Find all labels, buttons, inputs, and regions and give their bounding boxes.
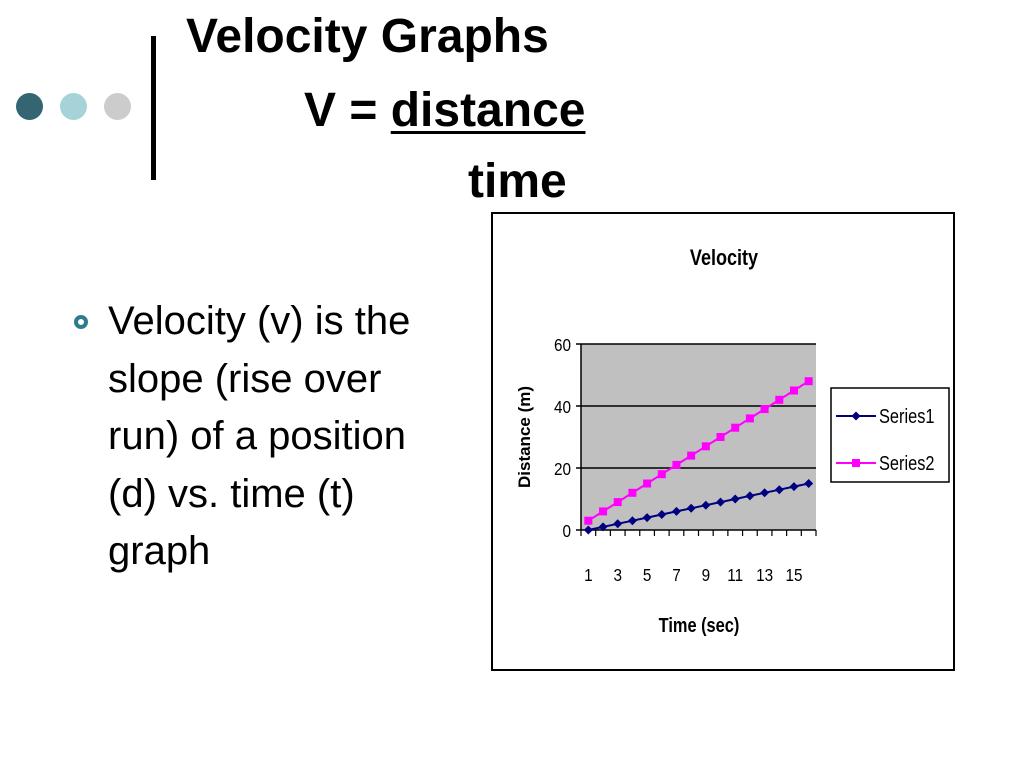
x-tick-label: 11 [727,565,743,585]
formula-line: V = distance [304,87,585,135]
data-point-series1 [686,503,696,513]
data-point-series2 [599,507,608,516]
data-point-series2 [613,498,622,507]
x-tick-label: 15 [785,565,802,585]
data-point-series2 [672,460,681,469]
data-point-series2 [701,442,710,451]
data-point-series1 [789,482,799,492]
data-point-series2 [657,470,666,479]
data-point-series2 [643,479,652,488]
data-point-series2 [628,488,637,497]
data-point-series1 [760,488,770,498]
slide-title: Velocity Graphs [186,10,549,63]
formula-lhs: V = [304,84,391,137]
legend: Series1 Series2 [830,387,950,483]
legend-marker-series2 [852,459,860,467]
y-tick-label: 60 [554,335,571,355]
data-point-series1 [716,497,726,507]
y-tick-label: 0 [562,521,571,541]
formula-denominator: time [468,155,567,208]
data-point-series1 [745,491,755,501]
x-tick-label: 5 [643,565,652,585]
data-point-series1 [804,479,814,488]
legend-label: Series1 [879,404,935,427]
data-point-series2 [745,414,754,423]
x-tick-label: 9 [702,565,711,585]
x-tick-label: 3 [613,565,622,585]
data-point-series1 [613,519,623,529]
data-point-series2 [716,433,725,441]
decorative-dot-dark [16,93,43,120]
y-tick-label: 20 [554,459,571,479]
title-accent-bar [151,36,156,180]
y-tick-label: 40 [554,397,571,417]
data-point-series2 [760,405,769,414]
data-point-series2 [687,451,696,460]
series-line-series1 [588,482,809,531]
chart-title: Velocity [690,246,759,270]
data-point-series1 [730,494,740,504]
data-point-series1 [627,516,637,526]
data-point-series2 [775,395,784,404]
chart-container: Velocity 0 20 40 60 1 3 5 7 9 11 13 15 Distance (m… [491,212,955,671]
data-point-series2 [804,377,813,386]
bullet-ring-icon [74,315,88,329]
decorative-dot-gray [104,93,131,120]
data-point-series1 [701,500,711,510]
data-point-series1 [657,510,667,519]
decorative-dot-light [60,93,87,120]
data-point-series1 [671,506,681,516]
data-point-series1 [774,485,784,495]
x-tick-label: 13 [756,565,773,585]
legend-box [830,387,950,483]
legend-label: Series2 [879,451,935,474]
data-point-series2 [584,516,593,525]
legend-marker-series1 [851,411,861,421]
data-point-series2 [731,423,740,432]
data-point-series1 [642,513,652,523]
data-point-series1 [598,522,608,532]
bullet-text: Velocity (v) is the slope (rise over run… [108,299,411,573]
x-tick-label: 7 [672,565,681,585]
data-point-series2 [789,386,798,395]
x-tick-label: 1 [584,565,593,585]
data-point-series1 [583,525,593,535]
x-axis-label: Time (sec) [659,613,740,636]
series-line-series2 [587,380,810,522]
y-axis-label: Distance (m) [515,386,534,488]
formula-numerator: distance [390,84,586,137]
